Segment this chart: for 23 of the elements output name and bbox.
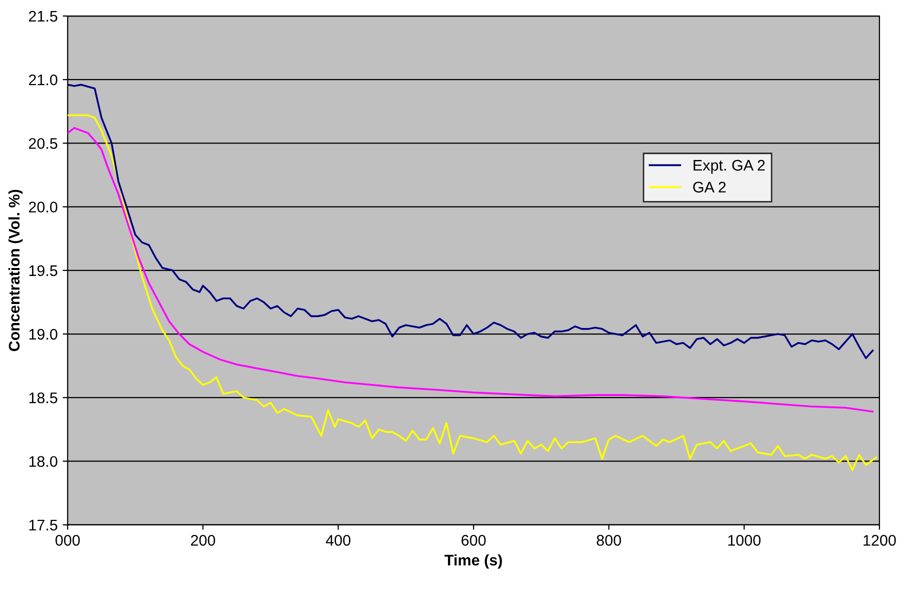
y-tick-label: 19.0 — [29, 328, 58, 340]
x-tick-label: 400 — [326, 534, 350, 546]
y-tick-label: 20.0 — [28, 202, 58, 212]
y-tick-label: 21.0 — [28, 74, 58, 86]
line-series — [68, 114, 877, 472]
y-tick-label: 19.5 — [29, 265, 58, 276]
x-tick-label: 1000 — [728, 534, 761, 546]
y-tick-label: 18.0 — [29, 456, 58, 467]
line-series — [68, 127, 874, 413]
x-tick-label: 000 — [56, 534, 80, 546]
y-tick-label: 17.5 — [29, 520, 58, 530]
y-axis-title: Concentration (Vol. %) — [8, 190, 23, 352]
y-tick-label: 18.5 — [29, 392, 58, 404]
y-tick-label: 20.5 — [28, 138, 58, 149]
x-tick-label: 800 — [596, 534, 621, 546]
line-series — [68, 84, 874, 360]
x-tick-label: 200 — [190, 534, 216, 546]
x-axis-title: Time (s) — [444, 554, 502, 569]
y-tick-label: 21.5 — [28, 10, 58, 22]
x-tick-label: 1200 — [864, 534, 896, 546]
x-tick-label: 600 — [462, 534, 486, 546]
legend-label: GA 2 — [693, 182, 726, 193]
legend-label: Expt. GA 2 — [694, 160, 765, 174]
